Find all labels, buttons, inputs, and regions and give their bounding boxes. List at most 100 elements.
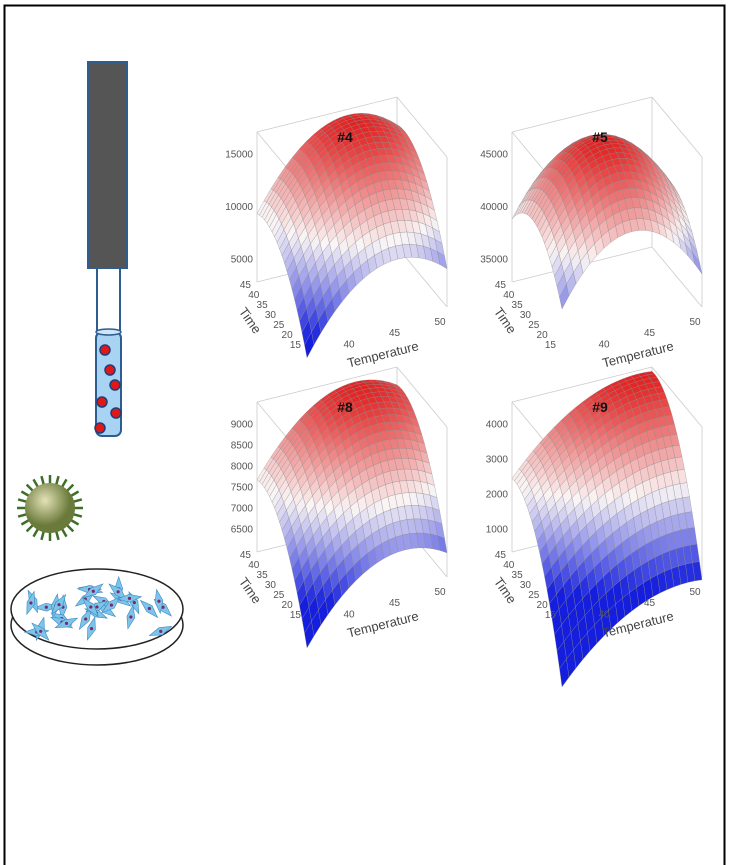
box-edge	[256, 96, 398, 133]
nucleus	[159, 629, 163, 633]
box-edge	[396, 96, 448, 158]
time-tick-label: 45	[495, 550, 507, 561]
time-tick-label: 25	[273, 320, 285, 331]
time-tick-label: 45	[240, 550, 252, 561]
virus	[17, 475, 83, 541]
surface-cell	[692, 252, 703, 275]
time-tick-label: 30	[520, 580, 532, 591]
z-tick-label: 1000	[486, 525, 509, 536]
time-tick-label: 30	[265, 310, 277, 321]
nucleus	[89, 627, 94, 631]
surface-plot: #890008500800075007000650045403530252015…	[231, 366, 448, 649]
z-tick-label: 9000	[231, 420, 254, 431]
surface-cell	[437, 535, 448, 554]
nucleus	[64, 621, 69, 625]
time-tick-label: 45	[240, 280, 252, 291]
time-tick-label: 40	[503, 560, 515, 571]
nucleus	[91, 589, 95, 593]
beads	[94, 344, 122, 434]
temperature-axis-label: Temperature	[346, 608, 420, 640]
box-edge	[511, 96, 653, 133]
petri-dish	[10, 568, 184, 666]
temperature-tick-label: 45	[389, 598, 401, 609]
z-tick-label: 4000	[486, 420, 509, 431]
time-tick-label: 15	[545, 340, 557, 351]
time-tick-label: 40	[503, 290, 515, 301]
z-tick-label: 8500	[231, 441, 254, 452]
nucleus	[109, 603, 114, 607]
box-edge	[651, 366, 703, 428]
time-tick-label: 30	[520, 310, 532, 321]
z-tick-label: 7500	[231, 483, 254, 494]
z-tick-label: 7000	[231, 504, 254, 515]
time-tick-label: 30	[265, 580, 277, 591]
temperature-tick-label: 45	[644, 328, 656, 339]
time-tick-label: 40	[248, 560, 260, 571]
plot-title: #4	[337, 129, 353, 145]
box-edge	[651, 96, 703, 158]
plot-title: #5	[592, 129, 608, 145]
column-neck	[96, 267, 121, 333]
time-tick-label: 45	[495, 280, 507, 291]
time-tick-label: 20	[282, 600, 294, 611]
temperature-tick-label: 40	[343, 610, 355, 621]
temperature-tick-label: 50	[689, 317, 701, 328]
surface-cell	[692, 561, 703, 582]
time-tick-label: 35	[257, 300, 269, 311]
z-tick-label: 15000	[225, 150, 253, 161]
z-tick-label: 6500	[231, 525, 254, 536]
z-tick-label: 45000	[480, 150, 508, 161]
time-tick-label: 40	[248, 290, 260, 301]
nucleus	[44, 605, 48, 609]
tube-top	[95, 328, 122, 336]
nucleus	[39, 629, 43, 633]
nucleus	[161, 605, 165, 609]
temperature-tick-label: 40	[598, 340, 610, 351]
nucleus	[157, 599, 161, 603]
frame	[3, 4, 726, 865]
plot-title: #8	[337, 399, 353, 415]
time-tick-label: 15	[290, 340, 302, 351]
plot-title: #9	[592, 399, 608, 415]
surface-cell	[437, 251, 448, 270]
time-tick-label: 20	[282, 330, 294, 341]
temperature-axis-label: Temperature	[346, 338, 420, 370]
z-tick-label: 35000	[480, 255, 508, 266]
nucleus	[89, 605, 93, 609]
nucleus	[147, 606, 151, 611]
box-edge	[256, 366, 398, 403]
temperature-tick-label: 50	[689, 587, 701, 598]
time-tick-label: 25	[528, 320, 540, 331]
z-tick-label: 10000	[225, 202, 253, 213]
time-tick-label: 20	[537, 600, 549, 611]
temperature-tick-label: 40	[343, 340, 355, 351]
nucleus	[116, 590, 120, 594]
time-tick-label: 15	[290, 610, 302, 621]
box-edge	[396, 366, 448, 428]
time-tick-label: 25	[273, 590, 285, 601]
temperature-axis-label: Temperature	[601, 338, 675, 370]
time-tick-label: 20	[537, 330, 549, 341]
z-tick-label: 5000	[231, 255, 254, 266]
temperature-tick-label: 45	[644, 598, 656, 609]
nucleus	[129, 615, 133, 619]
temperature-tick-label: 50	[434, 587, 446, 598]
nucleus	[132, 600, 136, 605]
time-tick-label: 35	[512, 300, 524, 311]
temperature-tick-label: 45	[389, 328, 401, 339]
z-tick-label: 8000	[231, 462, 254, 473]
box-edge	[511, 366, 653, 403]
temperature-tick-label: 50	[434, 317, 446, 328]
temperature-tick-label: 40	[598, 610, 610, 621]
nucleus	[127, 596, 132, 600]
nucleus	[95, 605, 99, 609]
time-tick-label: 15	[545, 610, 557, 621]
z-tick-label: 2000	[486, 490, 509, 501]
time-tick-label: 35	[512, 570, 524, 581]
time-tick-label: 25	[528, 590, 540, 601]
